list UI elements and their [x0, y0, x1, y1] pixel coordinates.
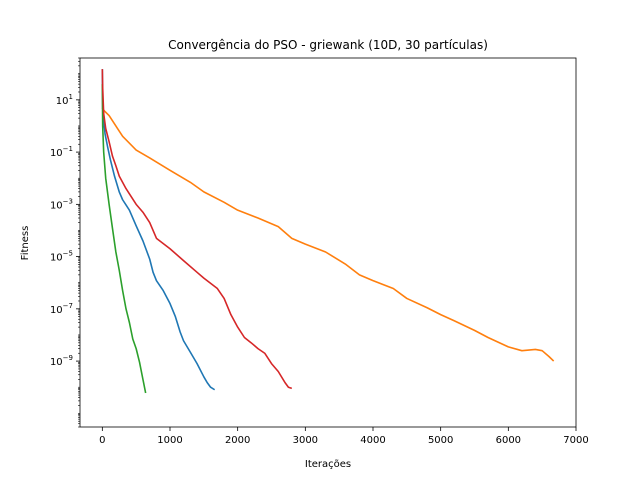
x-tick-label: 0 — [99, 435, 105, 446]
x-axis: 0 1000 2000 3000 4000 5000 6000 7000 — [99, 427, 589, 446]
series-line-1 — [101, 69, 216, 391]
y-tick-label: 10−7 — [50, 302, 73, 316]
x-tick-label: 5000 — [428, 435, 453, 446]
x-tick-label: 6000 — [496, 435, 521, 446]
series-line-4 — [101, 69, 293, 390]
series-line-2 — [101, 107, 555, 362]
y-axis: 10−9 10−7 10−5 10−3 10−1 101 — [50, 57, 80, 428]
y-tick-label: 10−5 — [50, 250, 73, 264]
y-tick-label: 10−9 — [50, 354, 73, 368]
y-tick-label: 10−1 — [50, 145, 73, 159]
x-axis-label: Iterações — [305, 459, 351, 470]
plot-frame — [79, 57, 577, 428]
x-tick-label: 1000 — [157, 435, 182, 446]
y-tick-label: 101 — [56, 93, 73, 107]
series-layer — [101, 69, 555, 394]
x-tick-label: 3000 — [293, 435, 318, 446]
y-tick-label: 10−3 — [50, 197, 73, 211]
chart-title: Convergência do PSO - griewank (10D, 30 … — [168, 38, 488, 52]
x-tick-label: 7000 — [563, 435, 588, 446]
y-axis-label: Fitness — [20, 226, 31, 261]
x-tick-label: 2000 — [225, 435, 250, 446]
series-line-3 — [101, 84, 147, 394]
x-tick-label: 4000 — [360, 435, 385, 446]
